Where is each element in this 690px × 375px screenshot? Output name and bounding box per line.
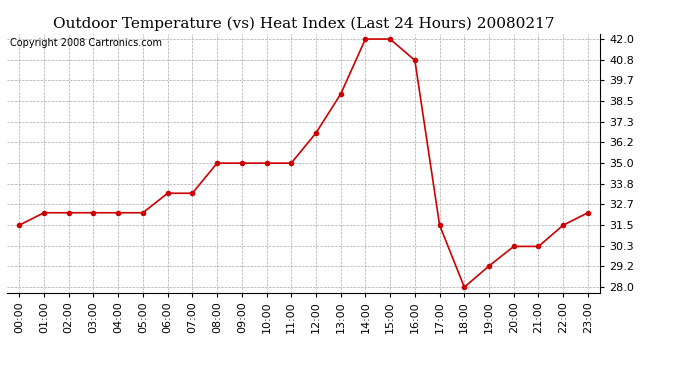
- Text: Copyright 2008 Cartronics.com: Copyright 2008 Cartronics.com: [10, 38, 162, 48]
- Title: Outdoor Temperature (vs) Heat Index (Last 24 Hours) 20080217: Outdoor Temperature (vs) Heat Index (Las…: [53, 17, 554, 31]
